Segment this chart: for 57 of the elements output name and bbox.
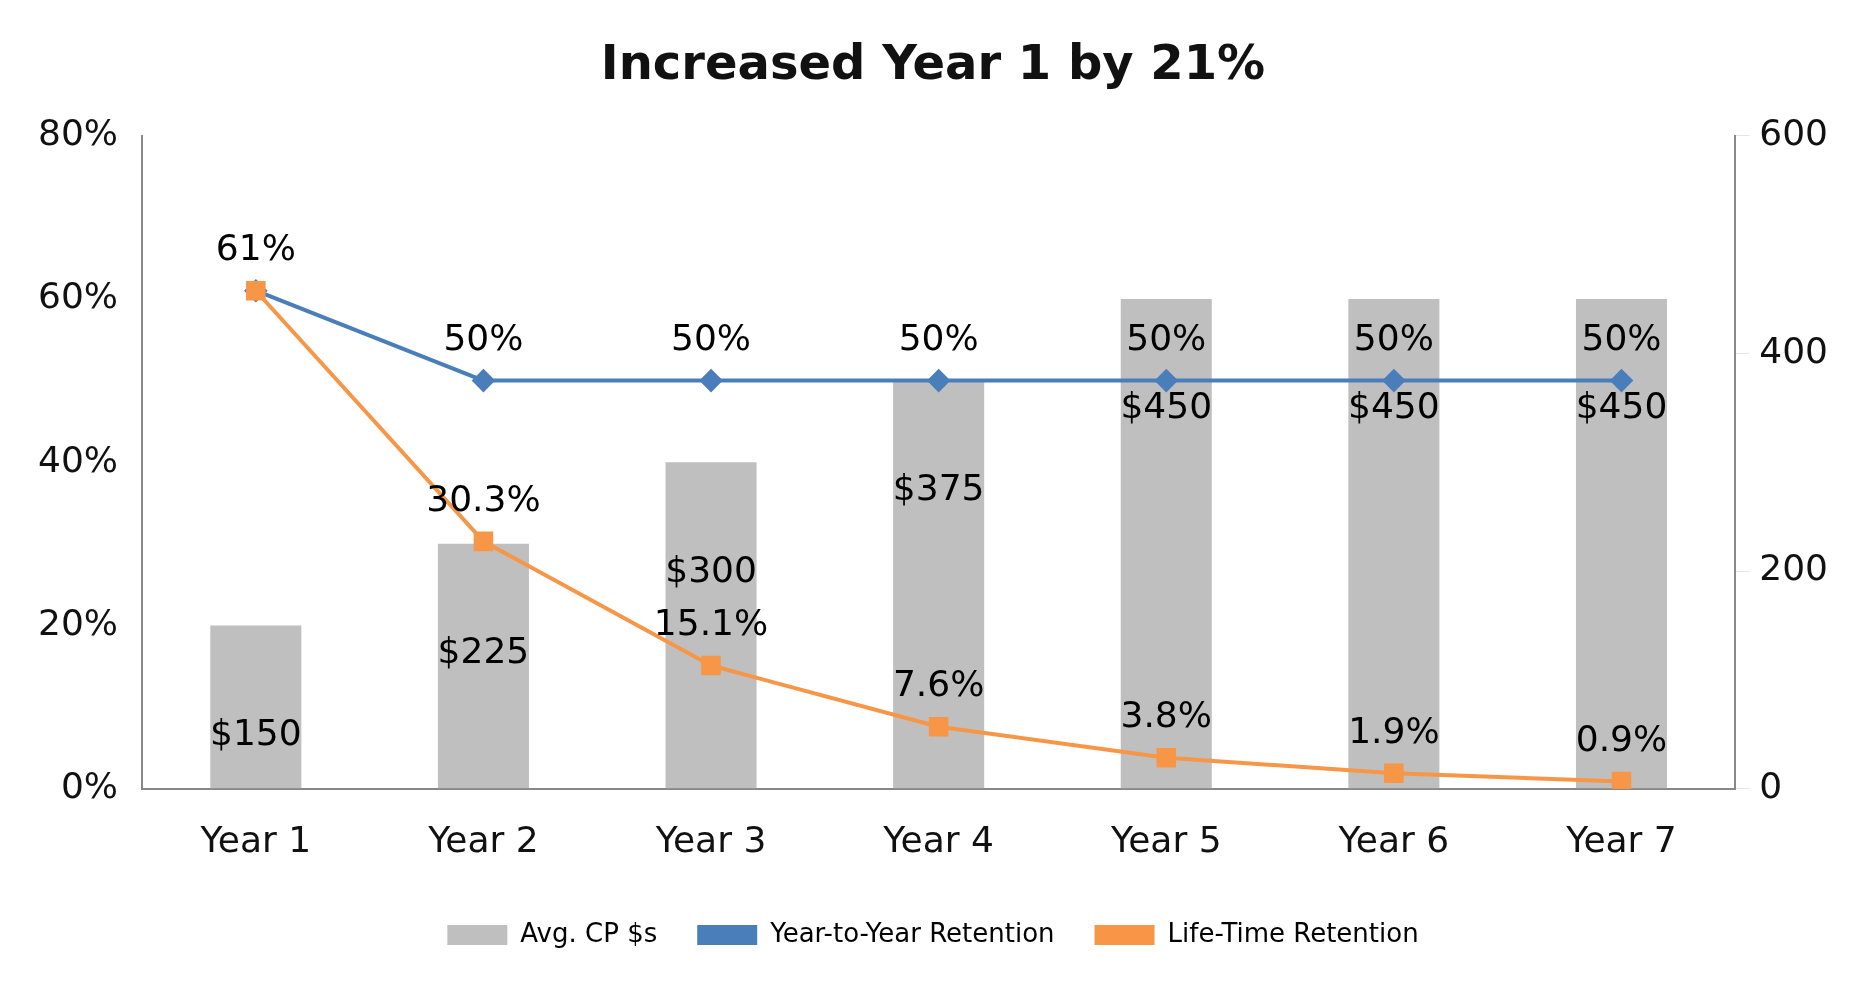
y-tick-label: 20% (38, 601, 119, 643)
data-label: 50% (671, 316, 752, 358)
y2-tick-label: 0 (1759, 765, 1783, 807)
data-label: 50% (1353, 316, 1434, 358)
data-label: 50% (443, 316, 524, 358)
data-label: 50% (1126, 316, 1207, 358)
data-label: 1.9% (1348, 709, 1440, 751)
point (1156, 748, 1177, 768)
bar (893, 380, 985, 789)
x-tick-label: Year 3 (654, 818, 767, 860)
x-tick-label: Year 4 (882, 818, 994, 860)
x-tick-label: Year 2 (427, 818, 539, 860)
point (701, 655, 721, 676)
y2-tick-label: 600 (1759, 111, 1829, 153)
data-label: $150 (210, 711, 302, 753)
y2-tick-label: 200 (1759, 547, 1829, 589)
point (927, 369, 950, 392)
y-tick-label: 60% (38, 275, 119, 317)
x-tick-label: Year 5 (1109, 818, 1222, 860)
chart-title: Increased Year 1 by 21% (600, 34, 1266, 91)
y-tick-label: 0% (60, 765, 119, 807)
data-label: 15.1% (653, 601, 769, 643)
data-label: $225 (437, 630, 530, 672)
x-tick-label: Year 6 (1337, 818, 1450, 860)
bar (1575, 298, 1667, 789)
data-label: $450 (1575, 385, 1668, 427)
data-label: 61% (215, 227, 296, 269)
bar (437, 543, 529, 789)
point (1155, 369, 1178, 392)
data-label: $450 (1120, 385, 1213, 427)
point (700, 369, 723, 392)
legend-label: Avg. CP $s (520, 917, 658, 948)
bar (1120, 298, 1212, 789)
data-label: 50% (898, 316, 979, 358)
data-label: 7.6% (892, 663, 985, 705)
data-label: $450 (1348, 385, 1440, 427)
legend-label: Year-to-Year Retention (769, 917, 1055, 948)
bar (210, 625, 302, 789)
legend-label: Life-Time Retention (1167, 917, 1419, 948)
data-label: 50% (1581, 316, 1662, 358)
y-tick-label: 80% (38, 111, 119, 153)
point (1384, 763, 1404, 784)
point (473, 531, 494, 552)
point (1610, 369, 1633, 392)
y2-tick-label: 400 (1759, 329, 1829, 371)
x-tick-label: Year 1 (199, 818, 312, 860)
point (1611, 771, 1632, 789)
data-label: $300 (665, 548, 757, 590)
point (928, 716, 949, 737)
x-tick-label: Year 7 (1565, 818, 1677, 860)
y-tick-label: 40% (38, 438, 119, 480)
point (472, 369, 495, 392)
data-label: $375 (892, 466, 985, 508)
bar (1348, 298, 1440, 789)
data-label: 0.9% (1575, 717, 1668, 759)
data-label: 3.8% (1120, 694, 1212, 736)
point (1382, 369, 1405, 392)
